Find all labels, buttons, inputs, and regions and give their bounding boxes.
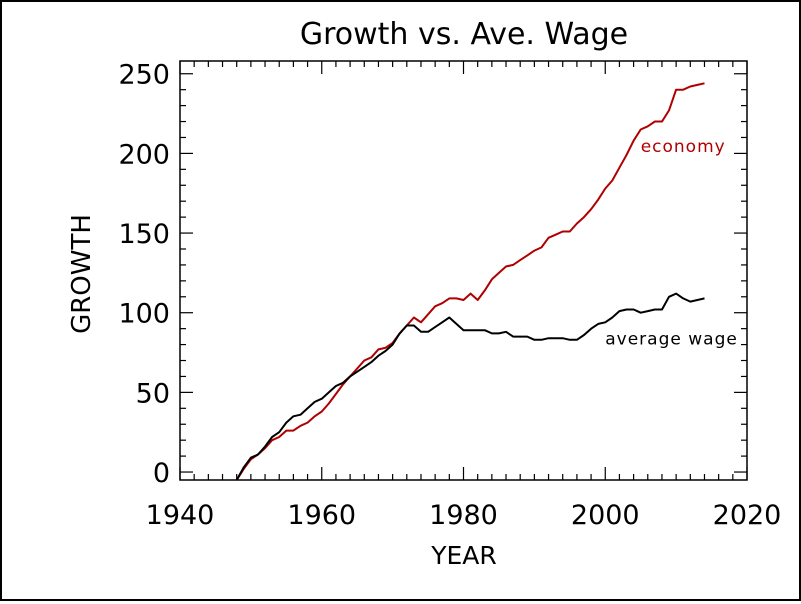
annotation-average-wage: average wage (605, 330, 738, 350)
x-tick-label: 1940 (146, 500, 215, 531)
y-tick-label: 250 (118, 60, 170, 91)
series-lines (235, 82, 705, 481)
y-tick-label: 50 (136, 378, 170, 409)
plot-area (179, 60, 748, 481)
y-axis-label: GROWTH (67, 214, 97, 334)
y-tick-label: 200 (118, 139, 170, 170)
x-tick-label: 1980 (429, 500, 498, 531)
x-tick-label: 1960 (287, 500, 356, 531)
series-line-average-wage (235, 292, 705, 481)
series-annotations: economy average wage (605, 137, 738, 350)
y-tick-label: 100 (118, 299, 170, 330)
x-axis-label: YEAR (430, 541, 497, 570)
series-line-economy (235, 82, 705, 481)
y-tick-label: 0 (153, 458, 170, 489)
annotation-economy: economy (641, 137, 726, 157)
axis-ticks (179, 61, 748, 480)
y-tick-label: 150 (118, 219, 170, 250)
x-tick-label: 2000 (571, 500, 640, 531)
x-tick-label: 2020 (713, 500, 782, 531)
chart-title: Growth vs. Ave. Wage (300, 17, 628, 52)
tick-labels: 1940 1960 1980 2000 2020 0 50 100 150 200 250 (118, 60, 781, 531)
